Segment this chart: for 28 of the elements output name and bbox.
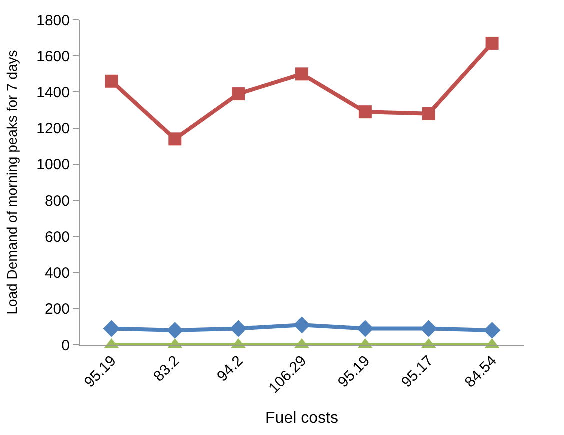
point: [103, 320, 120, 338]
point: [358, 106, 372, 119]
point: [105, 74, 118, 88]
point: [356, 320, 374, 338]
y-axis-title: Load Demand of morning peaks for 7 days: [4, 50, 20, 315]
point: [484, 322, 501, 340]
point: [232, 88, 246, 101]
point: [230, 320, 248, 338]
y-tick-label: 1000: [36, 156, 70, 174]
y-tick-label: 1600: [36, 48, 70, 66]
point: [294, 316, 310, 334]
y-tick-label: 200: [44, 301, 70, 318]
point: [168, 132, 182, 146]
y-tick-label: 400: [44, 265, 70, 282]
x-tick-label: 94.2: [214, 352, 247, 386]
y-tick-label: 800: [44, 192, 70, 210]
x-tick-label: 83.2: [150, 352, 184, 386]
y-tick-label: 1400: [36, 84, 70, 102]
point: [420, 320, 438, 338]
y-tick-label: 1800: [36, 12, 70, 30]
point: [486, 36, 499, 50]
y-tick-label: 1200: [36, 120, 70, 138]
x-axis-title: Fuel costs: [266, 410, 338, 427]
y-tick-label: 600: [44, 228, 70, 246]
y-tick-label: 0: [62, 337, 70, 354]
point: [422, 107, 436, 120]
point: [296, 68, 308, 81]
point: [166, 322, 184, 340]
